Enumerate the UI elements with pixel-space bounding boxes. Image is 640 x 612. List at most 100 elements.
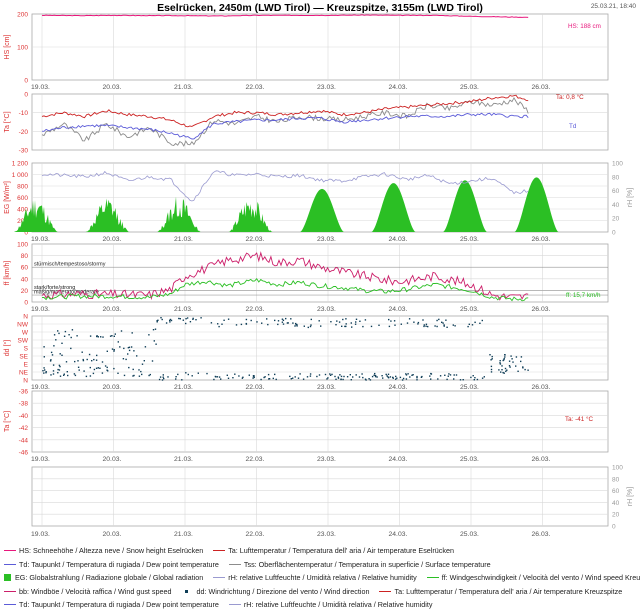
legend-item[interactable]: ff: Windgeschwindigkeit / Velocità del v… (426, 573, 640, 582)
dd-point (148, 374, 150, 377)
legend: HS: Schneehöhe / Altezza neve / Snow hei… (4, 544, 640, 612)
dd-point (169, 321, 171, 323)
dd-point (502, 371, 504, 374)
dd-point (163, 377, 165, 380)
legend-item[interactable]: rH: relative Luftfeuchte / Umidità relat… (228, 600, 432, 609)
dd-point (434, 325, 436, 327)
dd-point (63, 373, 65, 375)
page-title: Eselrücken, 2450m (LWD Tirol) — Kreuzspi… (157, 2, 483, 14)
dd-ytick: NE (19, 370, 29, 377)
timestamp: 25.03.21, 18:40 (590, 3, 636, 10)
legend-item[interactable]: bb: Windböe / Velocità raffica / Wind gu… (4, 587, 172, 596)
dd-point (468, 323, 470, 325)
dd-point (113, 335, 115, 337)
dd-xtick: 25.03. (460, 384, 479, 391)
dd-point (501, 365, 503, 367)
dd-point (213, 378, 215, 381)
dd-point (263, 376, 265, 379)
dd-point (499, 360, 501, 362)
ff-xtick: 22.03. (246, 306, 265, 313)
hs-xtick: 22.03. (246, 84, 265, 91)
dd-point (89, 375, 92, 377)
legend-label: bb: Windböe / Velocità raffica / Wind gu… (19, 586, 172, 596)
ff-band-label-0: stürmisch/tempestoso/stormy (34, 262, 106, 268)
ff-ytick: 100 (17, 242, 28, 249)
dd-point (161, 318, 163, 321)
dd-point (490, 365, 493, 368)
legend-item[interactable]: dd: Windrichtung / Direzione del vento /… (182, 587, 369, 596)
legend-item[interactable]: Td: Taupunkt / Temperatura di rugiada / … (4, 600, 219, 609)
legend-item[interactable]: EG: Globalstrahlung / Radiazione globale… (4, 573, 203, 582)
ff-ytick: 80 (21, 253, 29, 260)
ta-ytick: -20 (19, 129, 29, 136)
dd-point (389, 376, 392, 378)
ta-kreuz-ytick: -44 (19, 437, 29, 444)
dd-point (350, 379, 352, 381)
legend-item[interactable]: Ta: Lufttemperatur / Temperatura dell' a… (379, 587, 622, 596)
dd-point (318, 320, 320, 322)
dd-point (97, 336, 99, 338)
ta-kreuz-ytick: -38 (19, 401, 29, 408)
ta-kreuz-ytick: -42 (19, 425, 29, 432)
legend-item[interactable]: Tss: Oberflächentemperatur / Temperatura… (228, 560, 491, 569)
dd-point (43, 372, 45, 374)
dd-ytick: SW (18, 338, 29, 345)
dd-point (253, 376, 255, 379)
dd-point (123, 374, 126, 377)
hs-xtick: 25.03. (460, 84, 479, 91)
dd-point (324, 373, 327, 376)
dd-point (306, 376, 309, 378)
rh-line (41, 170, 529, 202)
dd-point (352, 376, 354, 378)
ff-series-ff (41, 277, 529, 302)
dd-point (155, 343, 157, 345)
dd-point (133, 350, 135, 352)
dd-point (459, 379, 462, 381)
legend-item[interactable]: HS: Schneehöhe / Altezza neve / Snow hei… (4, 546, 203, 555)
dd-point (63, 335, 66, 337)
dd-point (297, 377, 300, 379)
ff-band-label-2: mäßig/moderato/moderate (34, 290, 99, 296)
dd-point (182, 319, 184, 321)
dd-point (355, 374, 357, 376)
dd-point (292, 377, 294, 379)
dd-point (192, 318, 194, 320)
dd-point (122, 358, 125, 360)
dd-point (371, 375, 374, 378)
dd-point (411, 374, 413, 376)
ta-ytick: 0 (24, 92, 28, 99)
legend-item[interactable]: Ta: Lufttemperatur / Temperatura dell' a… (213, 546, 454, 555)
dd-point (76, 335, 78, 337)
rh-ylabel-right: rH [%] (627, 188, 634, 208)
dd-point (252, 377, 254, 379)
eg-day-7 (514, 177, 559, 232)
dd-point (245, 323, 248, 325)
hs-xtick: 21.03. (174, 84, 193, 91)
ff-xtick: 19.03. (31, 306, 50, 313)
legend-symbol (4, 547, 16, 554)
dd-point (335, 378, 337, 380)
legend-item[interactable]: Td: Taupunkt / Temperatura di rugiada / … (4, 560, 219, 569)
eg-day-2 (157, 196, 201, 232)
dd-ylabel: dd [°] (3, 340, 11, 356)
dd-point (334, 375, 336, 378)
ta-kreuz-panel-frame (31, 390, 609, 453)
dd-point (290, 378, 292, 380)
dd-point (520, 360, 522, 363)
dd-point (253, 375, 255, 377)
dd-point (290, 318, 292, 320)
legend-item[interactable]: rH: relative Luftfeuchte / Umidità relat… (213, 573, 417, 582)
legend-label: Ta: Lufttemperatur / Temperatura dell' a… (228, 546, 454, 556)
dd-point (215, 376, 217, 378)
dd-point (227, 377, 230, 379)
dd-point (442, 322, 444, 324)
ff-xtick: 24.03. (389, 306, 408, 313)
dd-point (326, 378, 328, 380)
dd-point (226, 374, 228, 376)
dd-point (444, 374, 446, 376)
dd-point (393, 320, 396, 322)
dd-point (58, 364, 61, 367)
dd-point (409, 376, 411, 378)
dd-point (341, 325, 343, 327)
dd-point (189, 321, 192, 323)
